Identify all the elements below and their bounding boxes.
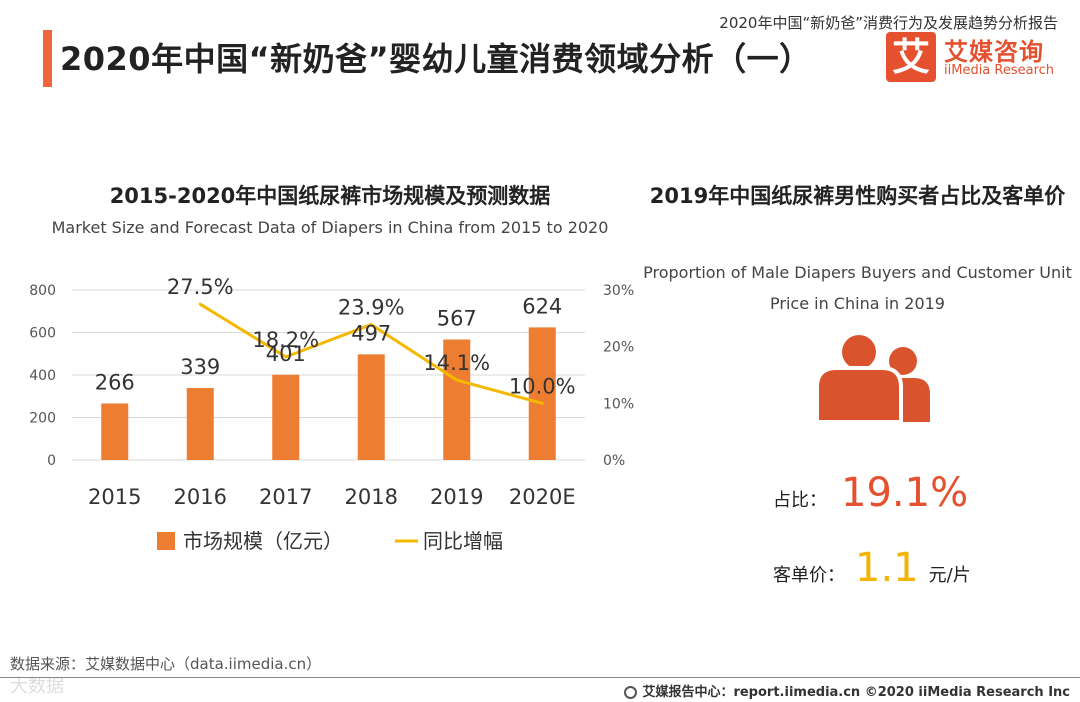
legend-bar-label: 市场规模（亿元）: [183, 529, 343, 553]
chart-title-cn: 2015-2020年中国纸尿裤市场规模及预测数据: [109, 184, 551, 208]
bar: [272, 374, 300, 460]
unit-price: 客单价： 1.1 元/片: [773, 545, 971, 591]
chart-title-en: Market Size and Forecast Data of Diapers…: [51, 218, 609, 237]
x-tick-label: 2019: [430, 485, 483, 509]
line-point: [369, 323, 373, 327]
y-right-tick-label: 30%: [603, 283, 634, 299]
x-tick-label: 2016: [174, 485, 227, 509]
y-left-tick-label: 0: [47, 453, 56, 469]
line-value-label: 14.1%: [423, 351, 490, 375]
logo-name-en: iiMedia Research: [944, 63, 1055, 78]
share-label: 占比：: [773, 490, 827, 511]
y-right-tick-label: 20%: [603, 340, 634, 356]
y-left-tick-label: 600: [29, 326, 56, 342]
y-right-tick-label: 0%: [603, 453, 625, 469]
x-tick-label: 2018: [345, 485, 398, 509]
line-point: [284, 355, 288, 359]
price-value: 1.1: [855, 545, 919, 591]
report-title: 2020年中国“新奶爸”消费行为及发展趋势分析报告: [719, 14, 1058, 32]
y-left-tick-label: 400: [29, 368, 56, 384]
male-buyer-share: 占比： 19.1%: [773, 470, 968, 516]
bar: [357, 354, 385, 460]
bar-value-label: 401: [266, 342, 306, 366]
bar: [101, 403, 129, 460]
bar: [528, 327, 556, 460]
line-value-label: 27.5%: [167, 275, 234, 299]
line-point: [455, 378, 459, 382]
globe-icon: [624, 686, 638, 699]
watermark: 大数据: [10, 676, 64, 697]
people-icon: [815, 335, 930, 422]
brand-logo: 艾 艾媒咨询 iiMedia Research: [886, 32, 1058, 82]
market-size-chart: 0 200 400 600 800 0% 10% 20% 30% 266 339 401 497 567 6…: [29, 275, 634, 553]
bar-value-label: 266: [95, 370, 135, 394]
legend-line-label: 同比增幅: [423, 529, 503, 553]
line-point: [198, 302, 202, 306]
title-accent-bar: [43, 30, 52, 87]
bar: [443, 339, 471, 460]
legend-bar-swatch: [157, 532, 175, 550]
bar-value-label: 567: [437, 307, 477, 331]
footer-divider: [0, 677, 1080, 678]
footer-credit-text: 艾媒报告中心：report.iimedia.cn ©2020 iiMedia R…: [642, 685, 1070, 700]
footer-credit: 艾媒报告中心：report.iimedia.cn ©2020 iiMedia R…: [624, 681, 1070, 700]
bar-value-label: 497: [351, 321, 391, 345]
line-value-label: 18.2%: [252, 328, 319, 352]
right-panel-title-en: Proportion of Male Diapers Buyers and Cu…: [643, 263, 1072, 313]
logo-mark-icon: 艾: [886, 32, 936, 82]
data-source: 数据来源：艾媒数据中心（data.iimedia.cn）: [10, 655, 322, 673]
price-unit: 元/片: [928, 565, 971, 586]
x-tick-label: 2020E: [509, 485, 576, 509]
y-left-tick-label: 200: [29, 411, 56, 427]
price-label: 客单价：: [773, 565, 845, 586]
logo-name-cn: 艾媒咨询: [944, 38, 1044, 66]
line-value-label: 23.9%: [338, 296, 405, 320]
line-point: [540, 401, 544, 405]
y-left-tick-label: 800: [29, 283, 56, 299]
x-tick-label: 2017: [259, 485, 312, 509]
bar-value-label: 339: [180, 355, 220, 379]
bar: [186, 387, 214, 460]
line-value-label: 10.0%: [509, 374, 576, 398]
right-panel-title-cn: 2019年中国纸尿裤男性购买者占比及客单价: [649, 184, 1066, 208]
y-right-tick-label: 10%: [603, 396, 634, 412]
share-value: 19.1%: [841, 470, 969, 516]
page-title: 2020年中国“新奶爸”婴幼儿童消费领域分析（一）: [60, 40, 812, 78]
x-tick-label: 2015: [88, 485, 141, 509]
bar-value-label: 624: [522, 294, 562, 318]
